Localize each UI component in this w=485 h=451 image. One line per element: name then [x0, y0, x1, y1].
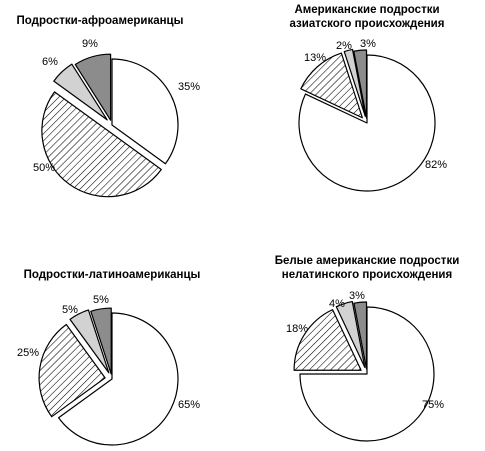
chart-title-line: азиатского происхождения — [290, 18, 445, 30]
pie-slice — [335, 300, 366, 368]
pie-chart-asian-american: Американские подростки азиатского происхо… — [290, 4, 447, 192]
slice-label: 5% — [62, 304, 78, 316]
pie-slice — [293, 309, 362, 371]
slice-label: 3% — [349, 290, 365, 302]
chart-title-line: нелатинского происхождения — [282, 269, 452, 281]
pie-slice — [300, 52, 363, 119]
slice-label: 13% — [304, 52, 326, 64]
pie-chart-white-non-latino: Белые американские подростки нелатинского… — [275, 255, 460, 442]
slice-label: 18% — [286, 323, 308, 335]
slice-label: 2% — [336, 40, 352, 52]
slice-label: 6% — [42, 56, 58, 68]
pie-chart-latino: Подростки-латиноамериканцы 65% 25% 5% 5% — [17, 269, 201, 446]
slice-label: 65% — [178, 399, 200, 411]
pie-slice — [299, 306, 435, 442]
chart-title-line: Американские подростки — [294, 4, 439, 16]
pie-slice — [74, 53, 112, 121]
slice-label: 25% — [17, 347, 39, 359]
pie-slice — [298, 54, 436, 192]
pie-slice — [343, 48, 366, 117]
pie-slice — [69, 309, 110, 374]
chart-title: Белые американские подростки нелатинского… — [275, 255, 460, 281]
slice-label: 4% — [329, 298, 345, 310]
slice-label: 3% — [360, 38, 376, 50]
slice-label: 35% — [178, 81, 200, 93]
slice-label: 5% — [93, 294, 109, 306]
slice-label: 82% — [425, 159, 447, 171]
slice-label: 50% — [33, 162, 55, 174]
chart-title: Американские подростки азиатского происхо… — [290, 4, 445, 30]
pie-chart-african-american: Подростки-афроамериканцы 35% 50% 6% 9% — [17, 15, 200, 198]
pie-slice — [53, 63, 108, 121]
pie-slice — [90, 307, 112, 375]
chart-title: Подростки-афроамериканцы — [17, 15, 184, 27]
pie-slice — [41, 91, 162, 198]
chart-title-line: Белые американские подростки — [275, 255, 460, 267]
chart-title: Подростки-латиноамериканцы — [24, 269, 201, 281]
pie-slice — [111, 58, 179, 165]
slice-label: 9% — [82, 38, 98, 50]
pie-slice — [353, 301, 368, 370]
chart-title-line: Подростки-латиноамериканцы — [24, 269, 201, 281]
pie-slice — [353, 49, 368, 119]
pie-slice — [38, 323, 106, 418]
pie-slice — [58, 312, 179, 446]
chart-title-line: Подростки-афроамериканцы — [17, 15, 184, 27]
slice-label: 75% — [422, 399, 444, 411]
